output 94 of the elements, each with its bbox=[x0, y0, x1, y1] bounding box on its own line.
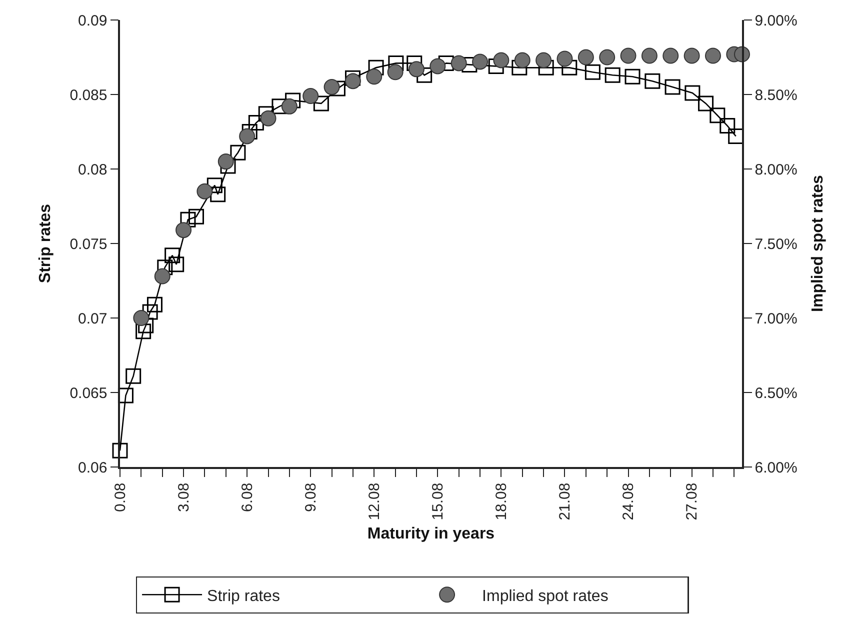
point bbox=[142, 304, 158, 320]
y2-tick-label: 6.00% bbox=[754, 459, 798, 476]
point bbox=[644, 73, 660, 89]
point bbox=[126, 368, 142, 384]
y-tick-label: 0.065 bbox=[70, 384, 108, 402]
point bbox=[272, 98, 288, 114]
point bbox=[406, 55, 422, 71]
point bbox=[180, 212, 196, 228]
point bbox=[710, 108, 726, 124]
point bbox=[154, 268, 170, 284]
y2-tick-label: 7.00% bbox=[754, 310, 798, 328]
point bbox=[664, 79, 680, 95]
point bbox=[538, 60, 554, 76]
x-tick-label: 15.08 bbox=[430, 482, 447, 520]
point bbox=[624, 68, 640, 84]
point bbox=[302, 88, 319, 104]
point bbox=[387, 64, 404, 80]
point bbox=[168, 256, 184, 272]
y-tick-label: 0.085 bbox=[70, 86, 108, 104]
point bbox=[604, 67, 620, 83]
point bbox=[662, 48, 679, 64]
point bbox=[176, 222, 192, 238]
point bbox=[188, 208, 204, 224]
point bbox=[157, 260, 173, 276]
point bbox=[281, 98, 298, 114]
point bbox=[260, 110, 276, 126]
point bbox=[641, 48, 658, 64]
point bbox=[146, 296, 162, 312]
y2-tick-label: 6.50% bbox=[754, 384, 798, 402]
point bbox=[584, 64, 600, 80]
point bbox=[684, 85, 700, 101]
y2-tick-label: 9.00% bbox=[754, 12, 798, 30]
y2-tick-label: 8.50% bbox=[754, 86, 798, 104]
point bbox=[313, 96, 329, 112]
point bbox=[684, 48, 700, 64]
point bbox=[472, 54, 488, 70]
point bbox=[206, 178, 222, 194]
point bbox=[196, 183, 213, 200]
point bbox=[578, 49, 594, 66]
y-axis-title: Strip rates bbox=[37, 204, 54, 284]
legend-label: Strip rates bbox=[207, 588, 280, 605]
point bbox=[136, 324, 152, 340]
y2-axis-title: Implied spot rates bbox=[809, 174, 826, 312]
point bbox=[344, 73, 361, 90]
point bbox=[218, 154, 234, 170]
point bbox=[164, 248, 180, 264]
point bbox=[620, 48, 636, 64]
point bbox=[514, 52, 530, 68]
x-tick-label: 6.08 bbox=[238, 482, 256, 512]
x-tick-label: 21.08 bbox=[556, 482, 574, 520]
point bbox=[230, 144, 246, 160]
x-tick-label: 0.08 bbox=[112, 482, 129, 512]
x-tick-label: 27.08 bbox=[684, 482, 701, 520]
x-tick-label: 9.08 bbox=[302, 482, 320, 512]
point bbox=[698, 96, 714, 112]
x-tick-label: 12.08 bbox=[366, 482, 384, 520]
point bbox=[388, 55, 404, 71]
point bbox=[493, 52, 510, 68]
x-tick-label: 18.08 bbox=[493, 482, 510, 520]
point bbox=[416, 67, 432, 83]
point bbox=[330, 80, 346, 96]
y-tick-label: 0.08 bbox=[78, 161, 108, 178]
point bbox=[720, 118, 736, 134]
x-axis-title: Maturity in years bbox=[367, 525, 495, 542]
point bbox=[239, 128, 256, 144]
point bbox=[285, 92, 301, 108]
legend-label: Implied spot rates bbox=[482, 588, 608, 605]
point bbox=[210, 186, 226, 202]
point bbox=[248, 115, 264, 131]
point bbox=[368, 60, 384, 76]
point bbox=[536, 52, 552, 68]
x-tick-label: 24.08 bbox=[620, 482, 638, 520]
point bbox=[556, 50, 573, 67]
x-tick-label: 3.08 bbox=[175, 482, 192, 512]
point bbox=[488, 58, 504, 74]
point bbox=[220, 158, 236, 174]
y-tick-label: 0.07 bbox=[78, 310, 108, 328]
point bbox=[112, 442, 128, 458]
point bbox=[138, 318, 154, 334]
point bbox=[133, 310, 150, 326]
y-tick-label: 0.09 bbox=[78, 12, 108, 30]
y-tick-label: 0.075 bbox=[70, 236, 108, 253]
point bbox=[704, 48, 721, 64]
point bbox=[599, 49, 616, 66]
point bbox=[408, 61, 424, 78]
point bbox=[430, 58, 446, 74]
point bbox=[366, 68, 382, 85]
y2-tick-label: 7.50% bbox=[754, 236, 798, 253]
y2-tick-label: 8.00% bbox=[754, 161, 798, 178]
y-tick-label: 0.06 bbox=[78, 459, 108, 476]
point bbox=[450, 55, 467, 72]
point bbox=[512, 60, 528, 76]
point bbox=[324, 79, 340, 96]
point bbox=[562, 60, 578, 76]
